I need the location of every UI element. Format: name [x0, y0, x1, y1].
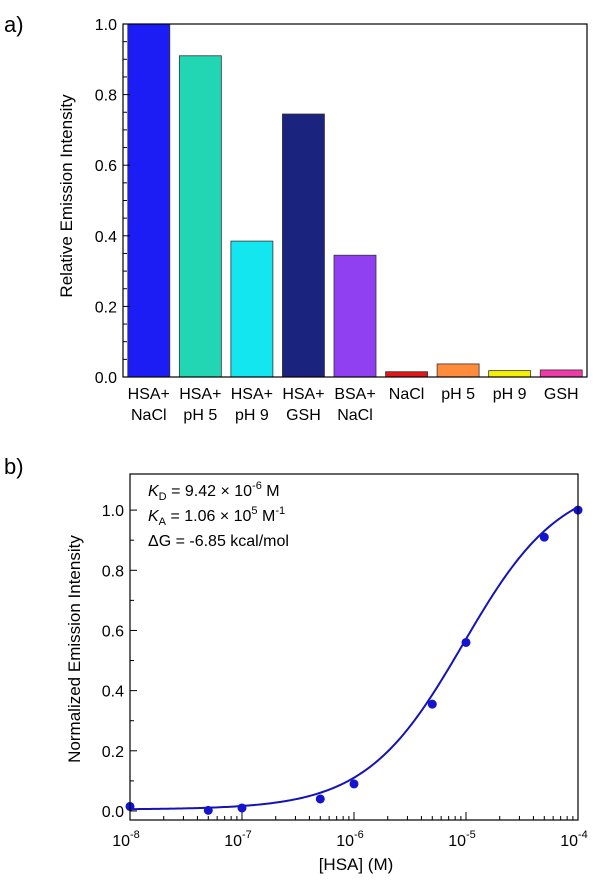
data-point-4: [349, 779, 359, 789]
category-label-0-0: HSA+: [128, 386, 170, 403]
data-point-5: [427, 699, 437, 709]
kd-unit: M: [262, 483, 280, 500]
panel-a-plot-frame: [122, 23, 588, 378]
panel-a-y-ticks: 0.0 0.2 0.4 0.6 0.8 1.0: [95, 17, 130, 387]
data-point-2: [237, 803, 247, 813]
b-x-tick-label-1: 10-7: [224, 829, 252, 850]
category-label-6-0: pH 5: [441, 386, 475, 403]
b-y-tick-label-5: 1.0: [102, 503, 124, 520]
y-tick-label-0: 0.0: [95, 370, 117, 387]
panel-b-label: b): [4, 454, 24, 479]
data-point-3: [315, 794, 325, 804]
category-label-8-0: GSH: [544, 386, 579, 403]
data-point-7: [539, 532, 549, 542]
ka-unit-exponent: -1: [275, 505, 285, 517]
panel-a: a) Relative Emission Intensity 0.0 0.2 0.4…: [4, 12, 588, 424]
y-tick-label-4: 0.8: [95, 88, 117, 105]
ka-exponent: 5: [251, 505, 257, 517]
b-x-tick-label-0: 10-8: [112, 829, 140, 850]
y-tick-label-5: 1.0: [95, 17, 117, 34]
panel-b-plot-frame: [129, 473, 579, 821]
data-point-6: [461, 637, 471, 647]
category-label-4-1: NaCl: [337, 407, 373, 424]
b-y-tick-label-1: 0.2: [102, 744, 124, 761]
panel-b: b) Normalized Emission Intensity [HSA] (…: [4, 454, 588, 874]
kd-symbol: K: [148, 483, 160, 500]
bar-3: [282, 113, 325, 378]
kd-subscript: D: [159, 491, 167, 503]
b-y-tick-label-4: 0.8: [102, 563, 124, 580]
category-label-1-0: HSA+: [179, 386, 221, 403]
panel-a-category-labels: HSA+ NaCl HSA+ pH 5 HSA+ pH 9 HSA+ GSH BSA+ NaCl N…: [128, 386, 579, 424]
panel-b-data-points: [125, 505, 583, 815]
y-tick-label-3: 0.6: [95, 158, 117, 175]
y-tick-label-1: 0.2: [95, 299, 117, 316]
category-label-3-0: HSA+: [282, 386, 324, 403]
category-label-4-0: BSA+: [334, 386, 375, 403]
dg-annotation: ΔG = -6.85 kcal/mol: [148, 533, 289, 550]
panel-b-x-ticks: 10-8 10-7 10-6 10-5 10-4: [112, 812, 588, 850]
panel-b-fit-curve: [129, 506, 579, 811]
ka-value: = 1.06 × 10: [166, 508, 252, 525]
ka-unit: M: [258, 508, 276, 525]
b-y-tick-label-3: 0.6: [102, 623, 124, 640]
category-label-5-0: NaCl: [389, 386, 425, 403]
bar-6: [436, 363, 480, 378]
b-x-tick-label-2: 10-6: [336, 829, 364, 850]
category-label-2-1: pH 9: [235, 407, 269, 424]
panel-a-y-axis-title: Relative Emission Intensity: [57, 94, 76, 298]
panel-b-y-axis-title: Normalized Emission Intensity: [65, 535, 84, 763]
category-label-0-1: NaCl: [131, 407, 167, 424]
kd-annotation: KD = 9.42 × 10-6 M: [148, 480, 280, 503]
bar-7: [488, 370, 532, 378]
b-x-tick-label-4: 10-4: [560, 829, 588, 850]
b-y-tick-label-2: 0.4: [102, 684, 124, 701]
bar-8: [539, 369, 583, 378]
category-label-7-0: pH 9: [493, 386, 527, 403]
kd-value: = 9.42 × 10: [167, 483, 253, 500]
panel-b-y-ticks: 0.0 0.2 0.4 0.6 0.8 1.0: [102, 503, 137, 821]
data-point-1: [203, 805, 213, 815]
kd-exponent: -6: [252, 480, 262, 492]
bar-4: [333, 254, 377, 378]
category-label-2-0: HSA+: [231, 386, 273, 403]
bar-5: [385, 371, 428, 378]
ka-symbol: K: [148, 508, 160, 525]
ka-subscript: A: [159, 516, 167, 528]
bar-1: [178, 55, 222, 378]
bar-2: [230, 240, 274, 378]
b-x-tick-label-3: 10-5: [448, 829, 476, 850]
category-label-1-1: pH 5: [183, 407, 217, 424]
panel-b-x-axis-title: [HSA] (M): [319, 855, 394, 874]
category-label-3-1: GSH: [286, 407, 321, 424]
panel-a-bars: [127, 23, 583, 378]
bar-0: [127, 23, 171, 378]
y-tick-label-2: 0.4: [95, 229, 117, 246]
panel-a-label: a): [4, 12, 24, 37]
ka-annotation: KA = 1.06 × 105 M-1: [148, 505, 285, 528]
b-y-tick-label-0: 0.0: [102, 804, 124, 821]
